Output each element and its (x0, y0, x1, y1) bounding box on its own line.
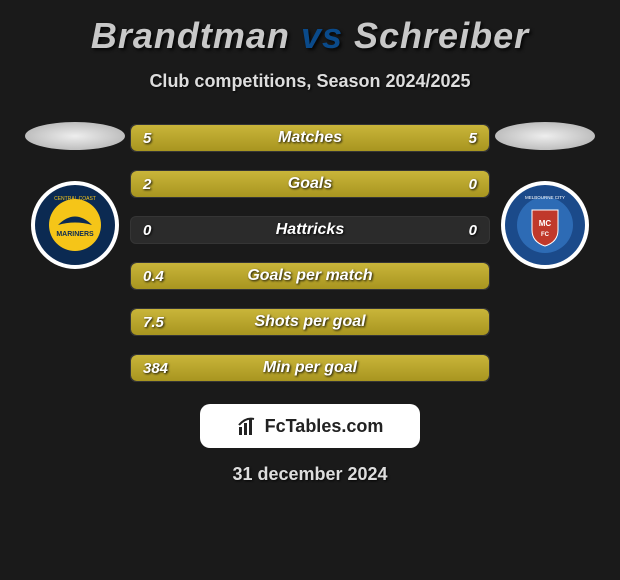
fctables-logo-icon (237, 415, 259, 437)
subtitle: Club competitions, Season 2024/2025 (149, 71, 470, 92)
bar-value-left: 5 (131, 125, 163, 151)
player1-silhouette (25, 122, 125, 150)
stat-bar-row: 7.5Shots per goal (130, 308, 490, 336)
bar-value-left: 0.4 (131, 263, 176, 289)
svg-text:CENTRAL COAST: CENTRAL COAST (54, 196, 96, 202)
date-label: 31 december 2024 (232, 464, 387, 485)
svg-text:MELBOURNE CITY: MELBOURNE CITY (525, 195, 565, 200)
player1-name: Brandtman (91, 15, 290, 56)
bar-value-right: 0 (457, 217, 489, 243)
bar-label: Hattricks (131, 217, 489, 243)
stat-bar-row: 5 5Matches (130, 124, 490, 152)
stat-bar-row: 384Min per goal (130, 354, 490, 382)
bar-value-right: 5 (457, 125, 489, 151)
stat-bar-row: 2 0Goals (130, 170, 490, 198)
bar-label: Shots per goal (131, 309, 489, 335)
bar-value-right: 0 (457, 171, 489, 197)
bar-value-left: 0 (131, 217, 163, 243)
left-badge-column: MARINERS CENTRAL COAST (20, 122, 130, 270)
bar-value-left: 2 (131, 171, 163, 197)
mariners-logo-icon: MARINERS CENTRAL COAST (30, 180, 120, 270)
svg-text:FC: FC (541, 232, 550, 238)
bar-label: Goals per match (131, 263, 489, 289)
svg-text:MC: MC (539, 219, 552, 228)
footer-brand-badge: FcTables.com (200, 404, 420, 448)
bar-value-left: 7.5 (131, 309, 176, 335)
bar-label: Goals (131, 171, 489, 197)
infographic-container: Brandtman vs Schreiber Club competitions… (0, 0, 620, 495)
melbourne-city-logo-icon: MC FC MELBOURNE CITY (500, 180, 590, 270)
bar-label: Matches (131, 125, 489, 151)
club-badge-right: MC FC MELBOURNE CITY (500, 180, 590, 270)
bar-value-left: 384 (131, 355, 180, 381)
stat-bars: 55Matches20Goals00Hattricks0.4Goals per … (130, 122, 490, 382)
main-row: MARINERS CENTRAL COAST 55Matches20Goals0… (0, 122, 620, 382)
stat-bar-row: 0.4Goals per match (130, 262, 490, 290)
footer-brand-text: FcTables.com (265, 416, 384, 437)
bar-label: Min per goal (131, 355, 489, 381)
svg-text:MARINERS: MARINERS (56, 231, 94, 238)
stat-bar-row: 0 0Hattricks (130, 216, 490, 244)
club-badge-left: MARINERS CENTRAL COAST (30, 180, 120, 270)
player2-silhouette (495, 122, 595, 150)
page-title: Brandtman vs Schreiber (91, 15, 529, 57)
right-badge-column: MC FC MELBOURNE CITY (490, 122, 600, 270)
player2-name: Schreiber (354, 15, 529, 56)
vs-label: vs (301, 15, 343, 56)
